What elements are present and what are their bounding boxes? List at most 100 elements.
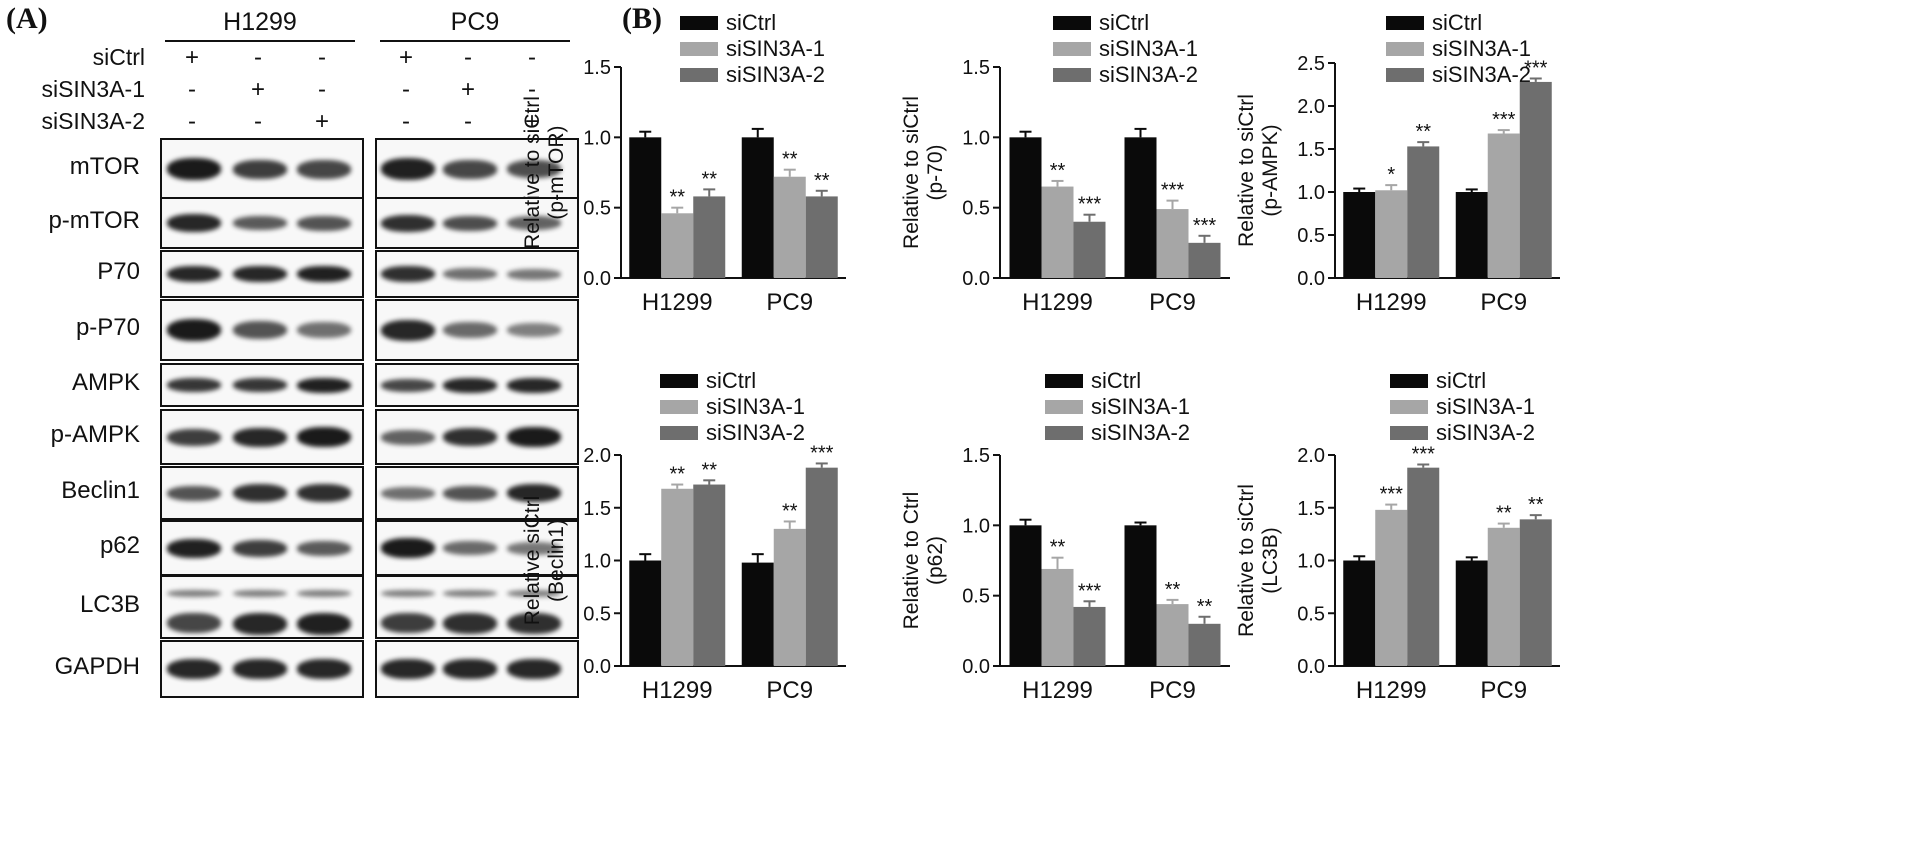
blot-band [381, 266, 435, 282]
blot-band [167, 590, 221, 598]
significance-label: ** [701, 168, 717, 190]
condition-sign: - [318, 76, 326, 103]
blot-band [443, 159, 497, 179]
y-axis-label: Relative to siCtrl [1235, 94, 1258, 247]
blot-image [375, 250, 579, 298]
significance-label: *** [1193, 215, 1217, 237]
condition-sign: - [318, 44, 326, 71]
blot-band [443, 322, 497, 338]
x-tick-label: PC9 [1149, 289, 1196, 316]
bar [1455, 192, 1488, 278]
y-tick-label: 0.5 [962, 586, 990, 608]
legend-label: siSIN3A-2 [1099, 62, 1198, 87]
legend-label: siCtrl [1099, 10, 1149, 35]
significance-label: ** [669, 464, 685, 486]
blot-label: p62 [99, 532, 140, 559]
legend-swatch [680, 68, 718, 82]
blot-band [507, 659, 561, 679]
bar [1407, 467, 1440, 666]
y-tick-label: 2.0 [583, 445, 611, 467]
significance-label: *** [1078, 194, 1102, 216]
bar [1041, 186, 1074, 278]
legend-swatch [1386, 42, 1424, 56]
blot-band [297, 659, 351, 679]
condition-label: siSIN3A-1 [41, 76, 145, 102]
blot-image [160, 138, 364, 200]
bar [1073, 606, 1106, 666]
y-tick-label: 1.5 [962, 57, 990, 79]
blot-image [375, 138, 579, 200]
x-tick-label: PC9 [1149, 677, 1196, 704]
y-tick-label: 1.5 [1297, 139, 1325, 161]
x-tick-label: H1299 [642, 677, 713, 704]
bar [1156, 604, 1189, 666]
x-tick-label: H1299 [1356, 677, 1427, 704]
condition-sign: + [250, 76, 265, 103]
y-tick-label: 1.0 [962, 515, 990, 537]
blot-band [233, 427, 287, 447]
legend-label: siCtrl [1432, 10, 1482, 35]
significance-label: ** [782, 500, 798, 522]
legend-swatch [1053, 16, 1091, 30]
blot-band [167, 485, 221, 501]
blot-band [507, 377, 561, 393]
significance-label: ** [1197, 596, 1213, 618]
blot-band [233, 216, 287, 230]
blot-image [160, 363, 364, 407]
y-tick-label: 0.5 [1297, 225, 1325, 247]
blot-band [297, 322, 351, 338]
blot-band [443, 590, 497, 598]
blot-band [167, 538, 221, 558]
blot-image [160, 640, 364, 698]
legend-swatch [680, 42, 718, 56]
blot-band [381, 538, 435, 558]
blot-band [381, 378, 435, 392]
blot-band [507, 216, 561, 230]
legend-label: siSIN3A-1 [706, 394, 805, 419]
legend-label: siSIN3A-1 [1436, 394, 1535, 419]
legend-swatch [1053, 68, 1091, 82]
blot-image [160, 299, 364, 361]
y-tick-label: 0.5 [962, 198, 990, 220]
condition-sign: - [188, 108, 196, 135]
blot-band [507, 613, 561, 634]
blot-band [297, 377, 351, 393]
significance-label: ** [1050, 160, 1066, 182]
legend-swatch [1045, 400, 1083, 414]
bar [773, 176, 806, 278]
significance-label: ** [1050, 537, 1066, 559]
blot-band [443, 541, 497, 555]
legend-swatch [660, 374, 698, 388]
blot-band [443, 428, 497, 446]
condition-sign: - [254, 108, 262, 135]
bar [1375, 509, 1408, 666]
blot-band [507, 484, 561, 502]
blot-band [167, 158, 221, 180]
blot-image [375, 409, 579, 465]
significance-label: *** [1380, 484, 1404, 506]
panel-b-letter: (B) [622, 2, 662, 35]
blot-image [160, 409, 364, 465]
blot-band [507, 427, 561, 447]
blot-band [233, 266, 287, 282]
legend-label: siSIN3A-1 [1432, 36, 1531, 61]
blot-label: AMPK [71, 369, 140, 396]
legend-label: siSIN3A-1 [1099, 36, 1198, 61]
bar [1519, 81, 1552, 278]
legend-swatch [1045, 426, 1083, 440]
blot-band [167, 378, 221, 392]
cell-line-label: H1299 [223, 8, 297, 36]
bar [805, 196, 838, 278]
legend-label: siCtrl [706, 368, 756, 393]
x-tick-label: H1299 [1356, 289, 1427, 316]
significance-label: *** [810, 442, 834, 464]
bar [1041, 568, 1074, 666]
condition-sign: + [184, 44, 199, 71]
condition-sign: - [528, 44, 536, 71]
significance-label: *** [1524, 57, 1548, 79]
blot-band [443, 215, 497, 231]
y-tick-label: 1.0 [1297, 182, 1325, 204]
panel-a-letter: (A) [6, 2, 48, 35]
